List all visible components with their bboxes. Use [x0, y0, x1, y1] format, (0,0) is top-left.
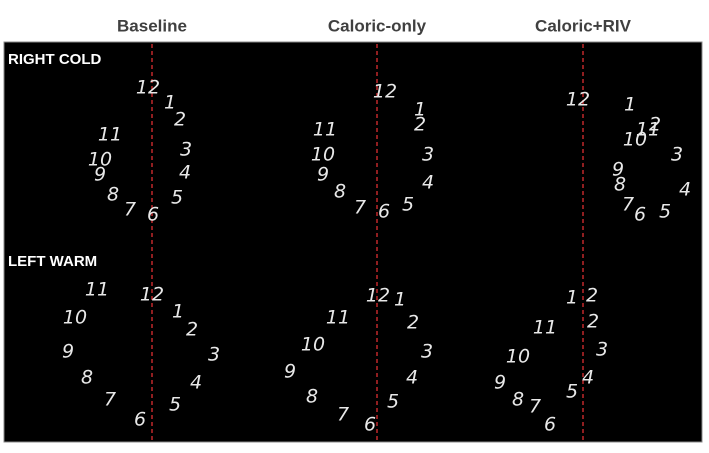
- panel-background: [3, 41, 703, 443]
- clock-number: 10: [63, 307, 87, 329]
- clock-number: 8: [334, 181, 346, 203]
- clock-number: 7: [104, 389, 116, 411]
- clock-number: 9: [94, 164, 106, 186]
- clock-number: 9: [612, 159, 624, 181]
- clock-number: 9: [62, 341, 74, 363]
- clock-number: 1: [394, 289, 406, 311]
- clock-number: 3: [180, 139, 192, 161]
- clock-number: 6: [364, 414, 376, 436]
- clock-number: 4: [679, 179, 691, 201]
- clock-number: 7: [124, 199, 136, 221]
- clock-number: 5: [387, 391, 399, 413]
- clock-number: 5: [169, 394, 181, 416]
- clock-number: 12: [566, 89, 590, 111]
- clock-number: 11: [98, 124, 122, 146]
- clock-number: 2: [407, 312, 419, 334]
- clock-number: 1: [164, 92, 176, 114]
- clock-number: 6: [634, 204, 646, 226]
- clock-number: 1: [624, 94, 636, 116]
- clock-number: 2: [587, 311, 599, 333]
- clock-number: 4: [582, 367, 594, 389]
- clock-number: 11: [85, 279, 109, 301]
- clock-number: 5: [402, 194, 414, 216]
- clock-number: 10: [623, 129, 647, 151]
- clock-number: 11: [533, 317, 557, 339]
- column-header: Caloric+RIV: [535, 16, 632, 35]
- clock-number: 4: [190, 372, 202, 394]
- clock-number: 2: [174, 109, 186, 131]
- clock-number: 2: [414, 114, 426, 136]
- clock-number: 8: [81, 367, 93, 389]
- clock-number: 6: [378, 201, 390, 223]
- clock-number: 7: [622, 194, 634, 216]
- clock-number: 9: [284, 361, 296, 383]
- clock-number: 10: [88, 149, 112, 171]
- clock-number: 8: [512, 389, 524, 411]
- clock-number: 1: [414, 99, 426, 121]
- row-label: LEFT WARM: [8, 253, 97, 270]
- clock-number: 11: [313, 119, 337, 141]
- clock-number: 4: [179, 162, 191, 184]
- clock-number: 2: [586, 285, 598, 307]
- clock-number: 12: [136, 77, 160, 99]
- clock-number: 5: [659, 201, 671, 223]
- clock-number: 9: [494, 372, 506, 394]
- clock-number: 2: [186, 319, 198, 341]
- clock-number: 1: [172, 301, 184, 323]
- clock-number: 3: [422, 144, 434, 166]
- clock-number: 12: [366, 285, 390, 307]
- clock-number: 11: [326, 307, 350, 329]
- clock-number: 8: [614, 174, 626, 196]
- clock-number: 4: [422, 172, 434, 194]
- clock-number: 9: [317, 164, 329, 186]
- clock-number: 6: [544, 414, 556, 436]
- clock-number: 5: [566, 381, 578, 403]
- clock-number: 7: [529, 396, 541, 418]
- column-header: Baseline: [117, 16, 187, 35]
- clock-number: 12: [373, 81, 397, 103]
- clock-number: 4: [406, 367, 418, 389]
- clock-number: 8: [306, 386, 318, 408]
- clock-number: 3: [421, 341, 433, 363]
- clock-number: 10: [301, 334, 325, 356]
- clock-number: 5: [171, 187, 183, 209]
- clock-number: 1: [566, 287, 578, 309]
- clock-number: 3: [208, 344, 220, 366]
- row-label: RIGHT COLD: [8, 51, 101, 68]
- clock-number: 6: [147, 204, 159, 226]
- clock-number: 10: [311, 144, 335, 166]
- clock-number: 8: [107, 184, 119, 206]
- clock-number: 7: [354, 197, 366, 219]
- clock-number: 12: [140, 284, 164, 306]
- clock-number: 2: [649, 114, 661, 136]
- clock-number: 10: [506, 346, 530, 368]
- clock-number: 7: [337, 404, 349, 426]
- column-header: Caloric-only: [328, 16, 427, 35]
- clock-number: 3: [596, 339, 608, 361]
- clock-number: 6: [134, 409, 146, 431]
- clock-number: 3: [671, 144, 683, 166]
- clock-number: 11: [636, 119, 660, 141]
